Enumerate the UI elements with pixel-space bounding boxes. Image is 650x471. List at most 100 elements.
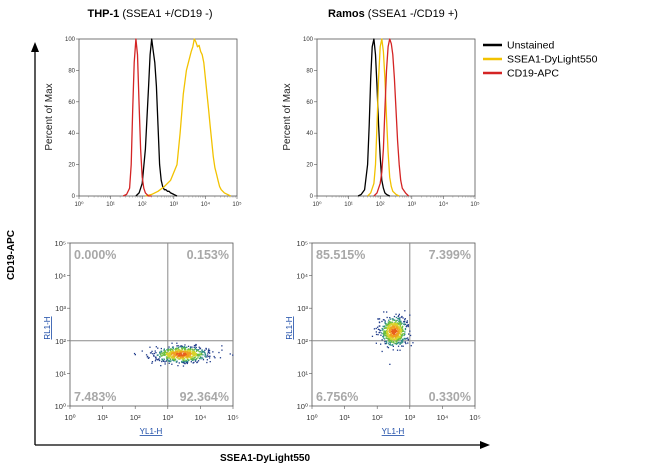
thp1-event-dot bbox=[197, 355, 199, 357]
ramos-event-dot bbox=[385, 330, 387, 332]
ramos-event-dot bbox=[392, 329, 394, 331]
thp1-event-dot bbox=[190, 352, 192, 354]
thp1-ytick-label: 100 bbox=[65, 37, 76, 43]
thp1-event-dot bbox=[164, 361, 166, 363]
thp1-event-dot bbox=[167, 350, 169, 352]
thp1-histogram-ylabel: Percent of Max bbox=[44, 83, 55, 150]
ramos-event-dot bbox=[405, 326, 407, 328]
thp1-event-dot bbox=[160, 351, 162, 353]
ramos-event-dot bbox=[382, 325, 384, 327]
ramos-event-dot bbox=[382, 328, 384, 330]
thp1-event-dot bbox=[180, 358, 182, 360]
ramos-quadrant-upper-left-percent: 85.515% bbox=[316, 248, 365, 262]
thp1-ytick-label: 60 bbox=[68, 100, 75, 106]
ramos-event-dot bbox=[377, 328, 380, 330]
ramos-event-dot bbox=[389, 343, 391, 346]
ramos-event-dot bbox=[401, 326, 404, 328]
thp1-event-dot bbox=[147, 357, 150, 359]
thp1-event-dot bbox=[163, 348, 165, 350]
thp1-dot-ylabel: RL1-H bbox=[43, 316, 52, 339]
ramos-event-dot bbox=[399, 320, 401, 323]
ramos-event-dot bbox=[389, 328, 391, 330]
ramos-event-dot bbox=[390, 330, 392, 332]
thp1-event-dot bbox=[154, 350, 156, 352]
thp1-event-dot bbox=[147, 355, 149, 358]
thp1-event-dot bbox=[169, 354, 172, 356]
thp1-event-dot bbox=[184, 353, 186, 356]
y-axis-arrow-head bbox=[31, 42, 39, 52]
thp1-xtick-label: 10⁵ bbox=[232, 201, 242, 208]
ramos-dot-xtick-label: 10² bbox=[372, 413, 383, 422]
thp1-event-dot bbox=[197, 354, 199, 356]
ramos-xtick-label: 10² bbox=[376, 202, 385, 208]
thp1-event-dot bbox=[201, 353, 203, 355]
ramos-event-dot bbox=[404, 319, 406, 321]
ramos-event-dot bbox=[385, 342, 388, 344]
thp1-event-dot bbox=[207, 351, 209, 353]
ramos-event-dot bbox=[387, 336, 389, 338]
ramos-event-dot bbox=[392, 337, 394, 339]
thp1-event-dot bbox=[188, 356, 190, 359]
thp1-event-dot bbox=[148, 357, 150, 359]
thp1-event-dot bbox=[175, 354, 177, 356]
thp1-event-dot bbox=[181, 353, 183, 356]
ramos-event-dot bbox=[392, 319, 394, 321]
ramos-dot-ytick-label: 10⁴ bbox=[296, 272, 308, 281]
ramos-event-dot bbox=[378, 318, 380, 320]
thp1-event-dot bbox=[171, 354, 173, 356]
thp1-event-dot bbox=[172, 352, 174, 355]
thp1-event-dot bbox=[151, 350, 153, 352]
thp1-event-dot bbox=[162, 352, 164, 354]
ramos-event-dot bbox=[394, 332, 396, 335]
ramos-ytick-label: 0 bbox=[310, 194, 314, 200]
thp1-event-dot bbox=[194, 360, 197, 362]
thp1-ytick-label: 40 bbox=[68, 131, 75, 137]
thp1-event-dot bbox=[191, 355, 193, 357]
ramos-event-dot bbox=[387, 338, 390, 341]
thp1-event-dot bbox=[164, 354, 166, 356]
thp1-event-dot bbox=[221, 349, 223, 351]
ramos-event-dot bbox=[390, 331, 392, 333]
thp1-event-dot bbox=[134, 354, 136, 356]
ramos-event-dot bbox=[383, 319, 385, 321]
thp1-event-dot bbox=[193, 350, 195, 353]
thp1-event-dot bbox=[229, 353, 231, 355]
ramos-event-dot bbox=[387, 347, 390, 349]
ramos-event-dot bbox=[391, 321, 394, 323]
ramos-event-dot bbox=[391, 318, 393, 320]
thp1-event-dot bbox=[208, 349, 211, 352]
ramos-ytick-label: 20 bbox=[306, 163, 313, 169]
ramos-dot-ytick-label: 10⁵ bbox=[297, 239, 308, 248]
ramos-event-dot bbox=[390, 332, 392, 334]
ramos-event-dot bbox=[392, 335, 395, 337]
thp1-event-dot bbox=[183, 349, 186, 351]
thp1-event-dot bbox=[221, 345, 223, 347]
ramos-event-dot bbox=[387, 324, 389, 326]
ramos-event-dot bbox=[399, 319, 401, 321]
thp1-event-dot bbox=[164, 353, 166, 355]
ramos-dot-xtick-label: 10⁵ bbox=[469, 413, 480, 422]
thp1-event-dot bbox=[170, 348, 172, 350]
thp1-event-dot bbox=[180, 345, 182, 347]
ramos-event-dot bbox=[383, 334, 386, 336]
ramos-event-dot bbox=[388, 321, 390, 323]
ramos-event-dot bbox=[393, 342, 395, 344]
ramos-event-dot bbox=[382, 337, 385, 339]
thp1-event-dot bbox=[180, 350, 182, 353]
thp1-event-dot bbox=[207, 353, 209, 355]
thp1-event-dot bbox=[170, 349, 172, 352]
ramos-event-dot bbox=[404, 328, 407, 330]
thp1-event-dot bbox=[183, 347, 185, 349]
ramos-event-dot bbox=[383, 334, 385, 336]
ramos-event-dot bbox=[398, 323, 400, 325]
thp1-event-dot bbox=[183, 357, 185, 360]
thp1-event-dot bbox=[177, 348, 179, 350]
thp1-event-dot bbox=[174, 359, 176, 361]
ramos-event-dot bbox=[400, 329, 402, 331]
ramos-event-dot bbox=[388, 319, 390, 321]
ramos-event-dot bbox=[407, 324, 409, 326]
thp1-event-dot bbox=[206, 356, 208, 358]
thp1-event-dot bbox=[176, 347, 178, 350]
thp1-event-dot bbox=[192, 357, 194, 359]
